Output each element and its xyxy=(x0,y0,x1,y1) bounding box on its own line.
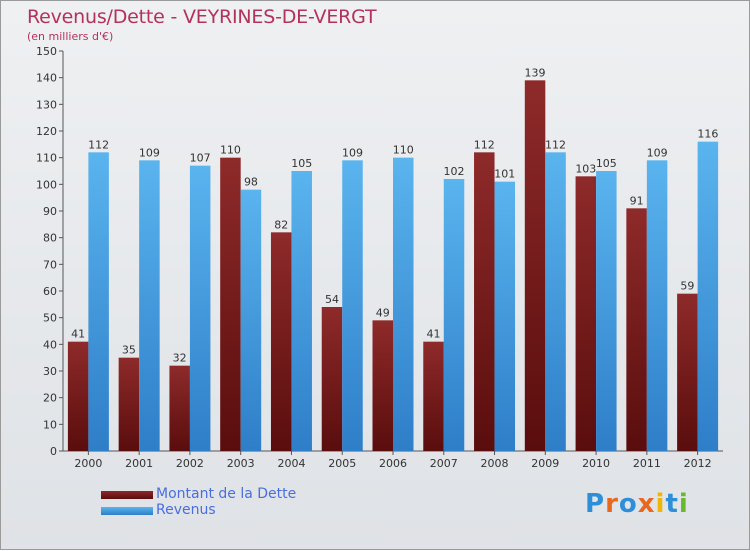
bar-dette xyxy=(220,157,241,451)
y-tick-label: 20 xyxy=(43,392,57,405)
data-labels-group: 41 112 35 109 32 107 110 98 82 105 54 109 49 110 41 102… xyxy=(71,66,718,364)
y-tick-label: 120 xyxy=(36,125,57,138)
y-tick-label: 100 xyxy=(36,178,57,191)
y-tick-label: 10 xyxy=(43,418,57,431)
legend-label-dette: Montant de la Dette xyxy=(156,486,297,502)
bar-revenus xyxy=(139,160,160,452)
data-label-revenus: 102 xyxy=(444,165,465,178)
x-tick-label: 2008 xyxy=(481,457,509,470)
bar-revenus xyxy=(697,141,719,451)
data-label-revenus: 109 xyxy=(342,146,363,159)
proxiti-logo: Proxiti xyxy=(585,489,689,519)
data-label-dette: 41 xyxy=(71,328,85,341)
bar-revenus xyxy=(646,160,668,452)
chart-title: Revenus/Dette - VEYRINES-DE-VERGT xyxy=(27,6,377,28)
logo-letter: x xyxy=(637,489,656,519)
data-label-dette: 91 xyxy=(630,194,644,207)
x-tick-label: 2006 xyxy=(379,457,407,470)
x-tick-label: 2002 xyxy=(176,457,204,470)
logo-letter: i xyxy=(655,489,666,519)
data-label-dette: 139 xyxy=(525,66,546,79)
y-tick-label: 150 xyxy=(36,45,57,58)
bar-dette xyxy=(677,293,698,451)
x-tick-label: 2000 xyxy=(74,457,102,470)
y-tick-label: 80 xyxy=(43,232,57,245)
bar-revenus xyxy=(545,152,566,452)
bar-revenus xyxy=(342,160,363,452)
bar-dette xyxy=(372,320,393,451)
x-tick-label: 2003 xyxy=(227,457,255,470)
x-tick-label: 2011 xyxy=(633,457,661,470)
y-tick-label: 40 xyxy=(43,338,57,351)
data-label-revenus: 107 xyxy=(190,152,211,165)
bar-dette xyxy=(524,80,546,451)
bar-revenus xyxy=(393,157,414,451)
x-tick-label: 2001 xyxy=(125,457,153,470)
logo-letter: r xyxy=(605,489,619,519)
x-tick-label: 2012 xyxy=(684,457,712,470)
data-label-revenus: 112 xyxy=(88,138,109,151)
y-tick-label: 70 xyxy=(43,258,57,271)
data-label-revenus: 109 xyxy=(139,146,160,159)
bar-dette xyxy=(321,307,343,451)
bar-dette xyxy=(474,152,495,452)
logo-letter: o xyxy=(618,489,638,519)
y-tick-label: 30 xyxy=(43,365,57,378)
data-label-revenus: 105 xyxy=(291,157,312,170)
x-tick-label: 2004 xyxy=(277,457,305,470)
y-tick-label: 50 xyxy=(43,312,57,325)
bar-dette xyxy=(118,357,140,451)
bar-dette xyxy=(169,365,190,451)
x-tick-label: 2010 xyxy=(582,457,610,470)
data-label-revenus: 98 xyxy=(244,176,258,189)
bar-dette xyxy=(423,341,444,451)
data-label-dette: 112 xyxy=(474,138,495,151)
bar-revenus xyxy=(88,152,109,452)
y-tick-label: 60 xyxy=(43,285,57,298)
chart-subtitle: (en milliers d'€) xyxy=(27,30,114,43)
logo-letter: t xyxy=(665,489,679,519)
bar-revenus xyxy=(240,189,262,451)
data-label-dette: 82 xyxy=(274,218,288,231)
data-label-dette: 35 xyxy=(122,344,136,357)
logo-letter: P xyxy=(585,489,606,519)
legend-swatch-dette xyxy=(101,491,153,499)
bars-group xyxy=(67,80,719,452)
bar-revenus xyxy=(443,179,465,451)
data-label-dette: 103 xyxy=(575,162,596,175)
x-tick-label: 2009 xyxy=(531,457,559,470)
data-label-dette: 110 xyxy=(220,144,241,157)
data-label-revenus: 116 xyxy=(697,128,718,141)
data-label-dette: 59 xyxy=(680,280,694,293)
logo-letter: i xyxy=(678,489,689,519)
bar-dette xyxy=(270,232,292,451)
data-label-dette: 32 xyxy=(173,352,187,365)
x-tick-label: 2005 xyxy=(328,457,356,470)
data-label-dette: 49 xyxy=(376,306,390,319)
data-label-revenus: 109 xyxy=(647,146,668,159)
data-label-revenus: 112 xyxy=(545,138,566,151)
data-label-dette: 41 xyxy=(427,328,441,341)
y-tick-label: 130 xyxy=(36,98,57,111)
bar-dette xyxy=(67,341,89,451)
x-tick-label: 2007 xyxy=(430,457,458,470)
data-label-revenus: 101 xyxy=(494,168,515,181)
data-label-dette: 54 xyxy=(325,293,339,306)
bar-dette xyxy=(575,176,597,452)
bar-dette xyxy=(626,208,647,451)
bar-revenus xyxy=(596,171,617,451)
bar-revenus xyxy=(189,165,211,451)
legend-swatch-revenus xyxy=(101,507,153,515)
bar-revenus xyxy=(291,171,312,451)
y-tick-label: 140 xyxy=(36,72,57,85)
y-tick-label: 110 xyxy=(36,152,57,165)
legend-label-revenus: Revenus xyxy=(156,502,216,518)
data-label-revenus: 110 xyxy=(393,144,414,157)
y-tick-label: 0 xyxy=(50,445,57,458)
bar-revenus xyxy=(494,181,516,451)
y-tick-label: 90 xyxy=(43,205,57,218)
data-label-revenus: 105 xyxy=(596,157,617,170)
